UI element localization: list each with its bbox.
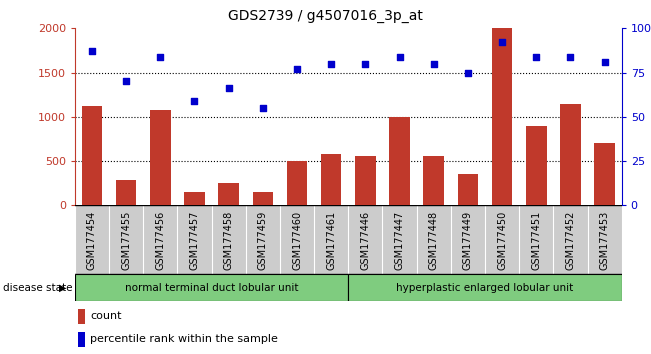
Point [395, 54, 405, 59]
Bar [321, 154, 341, 205]
Text: GSM177447: GSM177447 [395, 211, 404, 270]
Bar [348, 274, 622, 301]
Point [87, 48, 97, 54]
Text: GSM177453: GSM177453 [600, 211, 609, 270]
Bar [82, 106, 102, 205]
Point [600, 59, 610, 65]
Point [360, 61, 370, 67]
Bar [355, 156, 376, 205]
Text: GSM177458: GSM177458 [224, 211, 234, 270]
Text: count: count [90, 312, 121, 321]
Text: GSM177449: GSM177449 [463, 211, 473, 270]
Bar [594, 143, 615, 205]
Text: disease state: disease state [3, 282, 73, 293]
Text: normal terminal duct lobular unit: normal terminal duct lobular unit [125, 282, 298, 293]
Text: GDS2739 / g4507016_3p_at: GDS2739 / g4507016_3p_at [228, 9, 423, 23]
Bar [116, 180, 137, 205]
Point [292, 66, 302, 72]
Text: percentile rank within the sample: percentile rank within the sample [90, 335, 278, 344]
Bar [458, 175, 478, 205]
Bar [219, 183, 239, 205]
Text: GSM177454: GSM177454 [87, 211, 97, 270]
Text: GSM177459: GSM177459 [258, 211, 268, 270]
Text: GSM177461: GSM177461 [326, 211, 336, 270]
Point [189, 98, 200, 104]
Text: hyperplastic enlarged lobular unit: hyperplastic enlarged lobular unit [396, 282, 574, 293]
Point [497, 40, 507, 45]
Point [531, 54, 542, 59]
Text: GSM177455: GSM177455 [121, 211, 131, 270]
Bar [423, 156, 444, 205]
Text: GSM177452: GSM177452 [566, 211, 575, 270]
Point [326, 61, 337, 67]
Point [121, 79, 132, 84]
Text: GSM177451: GSM177451 [531, 211, 541, 270]
Point [223, 86, 234, 91]
Text: GSM177450: GSM177450 [497, 211, 507, 270]
Point [258, 105, 268, 111]
Point [463, 70, 473, 75]
Bar [75, 274, 348, 301]
Bar [560, 104, 581, 205]
Bar [150, 110, 171, 205]
Text: GSM177456: GSM177456 [156, 211, 165, 270]
Bar [526, 126, 546, 205]
Bar [77, 309, 85, 324]
Text: GSM177446: GSM177446 [361, 211, 370, 270]
Point [565, 54, 575, 59]
Text: ▶: ▶ [59, 282, 66, 293]
Text: GSM177448: GSM177448 [429, 211, 439, 270]
Text: GSM177457: GSM177457 [189, 211, 199, 270]
Bar [184, 192, 204, 205]
Bar [389, 117, 409, 205]
Text: GSM177460: GSM177460 [292, 211, 302, 270]
Point [428, 61, 439, 67]
Bar [253, 192, 273, 205]
Bar [286, 161, 307, 205]
Bar [77, 332, 85, 347]
Bar [492, 28, 512, 205]
Point [155, 54, 165, 59]
